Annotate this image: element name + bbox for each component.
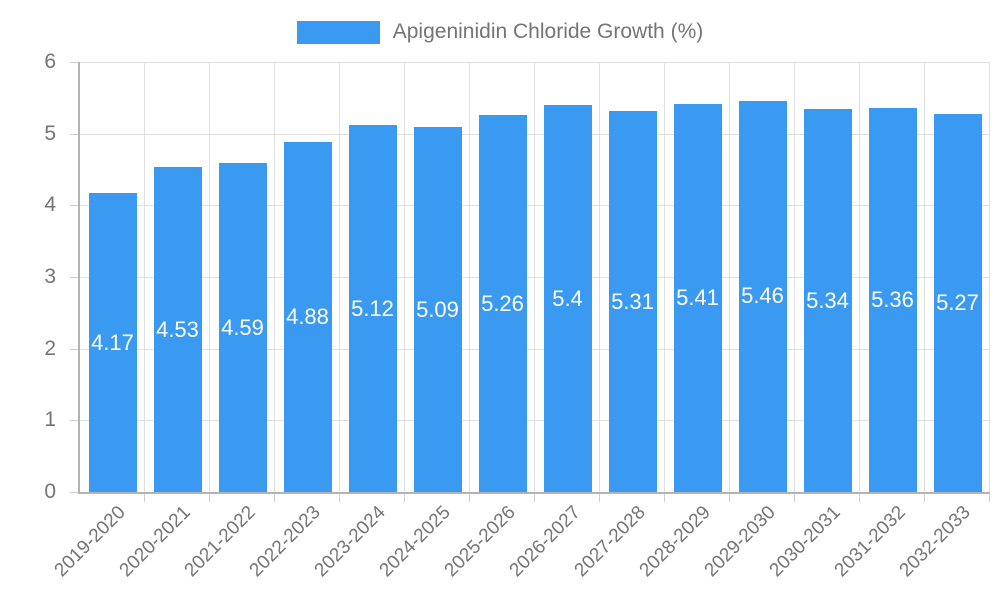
- bar: 4.88: [283, 142, 332, 492]
- bar-value-label: 4.17: [91, 329, 134, 355]
- plot-area: 4.17 4.53 4.59 4.88 5.12 5.09 5.26 5.4 5.31 5.41 5…: [70, 62, 990, 502]
- y-axis-tick-label: 5: [44, 121, 56, 145]
- y-axis-tick-label: 6: [44, 50, 56, 73]
- gridline-h: [80, 348, 990, 350]
- bar-value-label: 5.34: [806, 287, 849, 313]
- gridline-v: [859, 62, 860, 492]
- gridline-h: [80, 420, 990, 422]
- bar-value-label: 5.36: [871, 286, 914, 312]
- y-axis-tick: [70, 62, 78, 63]
- x-axis-tick: [794, 494, 795, 502]
- x-axis-tick: [729, 494, 730, 502]
- bar: 5.09: [413, 127, 462, 492]
- x-axis-tick: [664, 494, 665, 502]
- gridline-v: [664, 62, 665, 492]
- bar-value-label: 5.31: [611, 288, 654, 314]
- x-axis-tick: [469, 494, 470, 502]
- y-axis-tick-label: 3: [44, 265, 56, 288]
- x-axis-tick: [404, 494, 405, 502]
- gridline-v: [209, 62, 210, 492]
- bar-value-label: 5.46: [741, 283, 784, 309]
- y-axis-tick: [70, 492, 78, 493]
- bar-value-label: 5.09: [416, 296, 459, 322]
- bar: 5.46: [738, 100, 787, 492]
- bar-value-label: 5.12: [351, 295, 394, 321]
- legend-label: Apigeninidin Chloride Growth (%): [392, 20, 704, 43]
- bar-value-label: 4.59: [221, 314, 264, 340]
- gridline-h: [80, 133, 990, 135]
- y-axis-tick-label: 4: [44, 193, 56, 217]
- y-axis-tick: [70, 133, 78, 135]
- x-axis-tick: [209, 494, 210, 502]
- x-axis-tick: [859, 494, 860, 502]
- x-axis-tick: [534, 494, 535, 502]
- bar-value-label: 5.4: [552, 285, 583, 311]
- gridline-h: [80, 277, 990, 278]
- bar: 5.4: [543, 105, 592, 492]
- gridline-v: [339, 62, 340, 492]
- gridline-v: [144, 62, 145, 492]
- gridline-v: [404, 62, 405, 492]
- x-axis-tick: [599, 494, 600, 502]
- y-axis-tick-label: 2: [44, 336, 56, 360]
- gridline-v: [534, 62, 535, 492]
- y-axis-tick-label: 1: [44, 408, 56, 432]
- y-axis-tick: [70, 277, 78, 278]
- bar: 5.27: [933, 114, 982, 492]
- gridline-v: [599, 62, 600, 492]
- y-axis-tick: [70, 205, 78, 207]
- gridline-v: [274, 62, 275, 492]
- bar-value-label: 4.88: [286, 304, 329, 330]
- gridline-v: [794, 62, 795, 492]
- bar: 5.34: [803, 109, 852, 492]
- bar: 4.17: [88, 193, 137, 492]
- y-axis-tick-label: 0: [44, 480, 56, 503]
- x-axis-tick: [924, 494, 925, 502]
- x-axis-tick: [989, 494, 990, 502]
- bar: 5.12: [348, 125, 397, 492]
- bar-value-label: 4.53: [156, 316, 199, 342]
- gridline-v: [729, 62, 730, 492]
- gridline-h: [80, 205, 990, 207]
- y-axis-tick: [70, 348, 78, 350]
- bar: 5.31: [608, 111, 657, 492]
- bar: 5.26: [478, 115, 527, 492]
- bar-value-label: 5.26: [481, 290, 524, 316]
- bar-value-label: 5.41: [676, 285, 719, 311]
- bar: 5.36: [868, 107, 917, 492]
- gridline-v: [989, 62, 990, 492]
- legend-swatch: [296, 20, 380, 44]
- x-axis-tick: [144, 494, 145, 502]
- gridline-v: [469, 62, 470, 492]
- bar: 5.41: [673, 104, 722, 492]
- bar: 4.59: [218, 163, 267, 492]
- gridline-v: [924, 62, 925, 492]
- chart-legend: Apigeninidin Chloride Growth (%): [0, 18, 1000, 46]
- x-axis-tick-label: 2019-2020: [50, 502, 130, 582]
- gridline-h: [80, 62, 990, 63]
- bar-value-label: 5.27: [936, 290, 979, 316]
- y-axis-tick: [70, 420, 78, 422]
- x-axis-tick: [339, 494, 340, 502]
- bar: 4.53: [153, 167, 202, 492]
- x-axis-tick: [274, 494, 275, 502]
